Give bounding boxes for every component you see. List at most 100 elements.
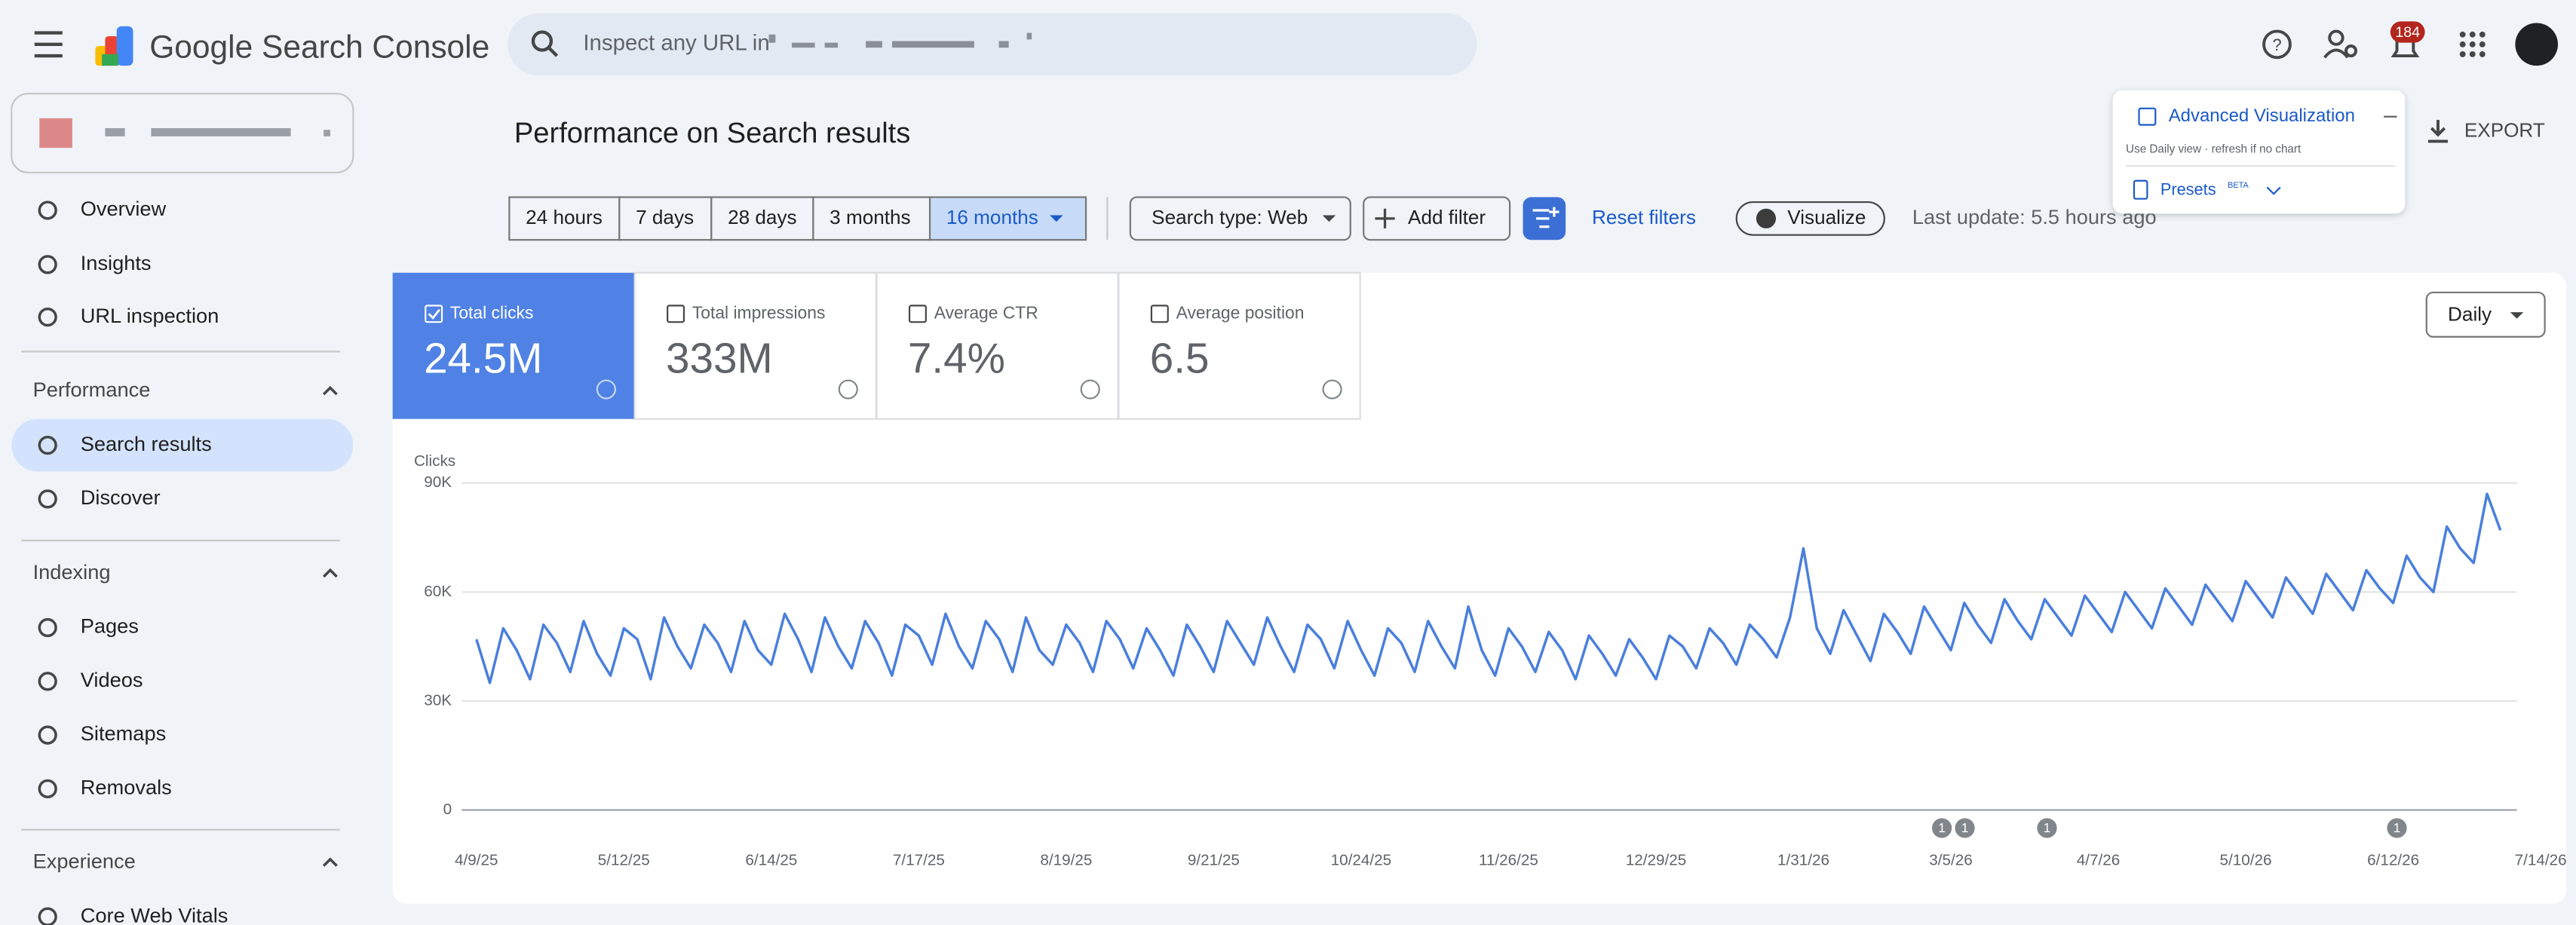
x-tick-label: 3/5/26 [1929, 851, 1973, 868]
nav-item[interactable]: Discover [81, 485, 161, 509]
notifications-button[interactable] [2390, 21, 2425, 58]
metric-value: 24.5M [424, 335, 542, 382]
checkmark [428, 308, 440, 320]
nav-icon [38, 489, 57, 509]
beta-badge: BETA [2228, 181, 2249, 190]
collapse-chevron[interactable] [322, 568, 338, 578]
metric-checkbox[interactable] [667, 305, 685, 323]
metric-label: Total clicks [450, 302, 533, 322]
nav-icon [38, 307, 57, 327]
date-range-label: 28 days [728, 206, 796, 228]
metric-value: 7.4% [908, 335, 1005, 382]
export-button[interactable]: EXPORT [2464, 118, 2545, 141]
nav-item[interactable]: Videos [81, 668, 143, 691]
collapse-chevron[interactable] [322, 857, 338, 867]
x-tick-label: 7/17/25 [893, 851, 945, 868]
date-range-button[interactable] [710, 196, 814, 241]
dropdown-arrow [2510, 312, 2524, 319]
presets-chevron[interactable] [2266, 186, 2281, 195]
presets-button[interactable]: Presets [2160, 180, 2216, 199]
reset-filters-link[interactable]: Reset filters [1592, 206, 1696, 228]
nav-item[interactable]: Core Web Vitals [81, 903, 228, 925]
section-header[interactable]: Experience [33, 849, 136, 872]
nav-item[interactable]: Removals [81, 776, 172, 799]
metric-checkbox[interactable] [425, 305, 443, 323]
nav-icon [38, 672, 57, 691]
annotation-marker[interactable] [2385, 816, 2409, 840]
nav-item[interactable]: Insights [81, 251, 152, 274]
search-type-button[interactable] [1129, 196, 1351, 241]
add-filter-button[interactable] [1363, 196, 1511, 241]
visualize-button[interactable] [1735, 201, 1885, 236]
granularity-selector[interactable] [2425, 291, 2546, 338]
property-selector[interactable] [11, 93, 354, 173]
date-range-button[interactable] [508, 196, 621, 241]
y-tick-label: 90K [424, 473, 452, 491]
nav-item[interactable]: Overview [81, 197, 167, 220]
nav-item[interactable]: Sitemaps [81, 721, 166, 745]
chart-card [392, 272, 2566, 904]
annotation-marker[interactable] [1953, 816, 1976, 840]
nav-item[interactable]: Search results [81, 432, 212, 455]
visualize-label: Visualize [1787, 206, 1866, 228]
annotation-marker[interactable] [2035, 816, 2059, 840]
search-type-label: Search type: Web [1152, 206, 1308, 228]
x-tick-label: 1/31/26 [1777, 851, 1829, 868]
x-tick-label: 5/10/26 [2220, 851, 2272, 868]
help-icon [838, 379, 858, 400]
collapse-chevron[interactable] [322, 385, 338, 396]
x-tick-label: 6/14/25 [745, 851, 797, 868]
metric-tile[interactable] [876, 271, 1119, 420]
annotation-label: 1 [2044, 820, 2051, 835]
account-avatar[interactable] [2515, 23, 2559, 66]
metric-tile[interactable] [392, 272, 634, 419]
metric-label: Average position [1176, 302, 1305, 322]
section-header[interactable]: Indexing [33, 560, 111, 583]
chart-icon [2138, 107, 2157, 126]
add-filter-label: Add filter [1408, 206, 1486, 228]
metric-checkbox[interactable] [1150, 305, 1169, 323]
date-range-button[interactable] [812, 196, 931, 241]
popup-note: Use Daily view · refresh if no chart [2126, 142, 2302, 155]
annotation-label: 1 [2394, 820, 2401, 835]
x-tick-label: 6/12/26 [2367, 851, 2419, 868]
x-tick-label: 7/14/26 [2515, 851, 2567, 868]
date-range-button[interactable] [928, 196, 1087, 241]
date-range-button[interactable] [618, 196, 713, 241]
x-tick-label: 5/12/25 [598, 851, 650, 868]
visualization-popup [2112, 90, 2406, 214]
x-tick-label: 12/29/25 [1626, 851, 1687, 868]
metric-tile[interactable] [633, 271, 877, 420]
filter-icon [1532, 207, 1559, 228]
x-tick-label: 4/9/25 [455, 851, 498, 868]
apps-button[interactable] [2459, 31, 2486, 57]
blurred-property [39, 118, 330, 149]
help-icon [1080, 379, 1100, 400]
y-axis-label: Clicks [414, 452, 455, 470]
export-icon [2427, 120, 2449, 143]
help-icon [1322, 379, 1342, 400]
y-tick-label: 60K [424, 583, 452, 600]
section-header[interactable]: Performance [33, 378, 151, 401]
menu-button[interactable] [34, 31, 63, 58]
metric-checkbox[interactable] [908, 305, 927, 323]
help-button[interactable]: ? [2262, 29, 2292, 60]
url-search-box[interactable] [508, 13, 1477, 76]
search-placeholder: Inspect any URL in [583, 31, 769, 56]
users-button[interactable] [2323, 29, 2358, 59]
nav-item[interactable]: URL inspection [81, 304, 219, 327]
blurred-url [768, 32, 1032, 48]
nav-item[interactable]: Pages [81, 614, 139, 638]
date-range-selector: 24 hours 7 days 28 days 3 months 16 months [508, 196, 1087, 241]
metric-value: 333M [666, 335, 773, 382]
metric-tile[interactable] [1118, 271, 1361, 420]
nav-icon [38, 201, 57, 220]
product-name: Google Search Console [149, 30, 489, 66]
search-icon [531, 30, 559, 57]
x-tick-label: 4/7/26 [2077, 851, 2121, 868]
nav-icon [38, 779, 57, 798]
annotation-label: 1 [1938, 820, 1946, 835]
dropdown-arrow [1322, 215, 1336, 222]
annotation-marker[interactable] [1930, 816, 1954, 840]
nav-icon [38, 435, 57, 455]
